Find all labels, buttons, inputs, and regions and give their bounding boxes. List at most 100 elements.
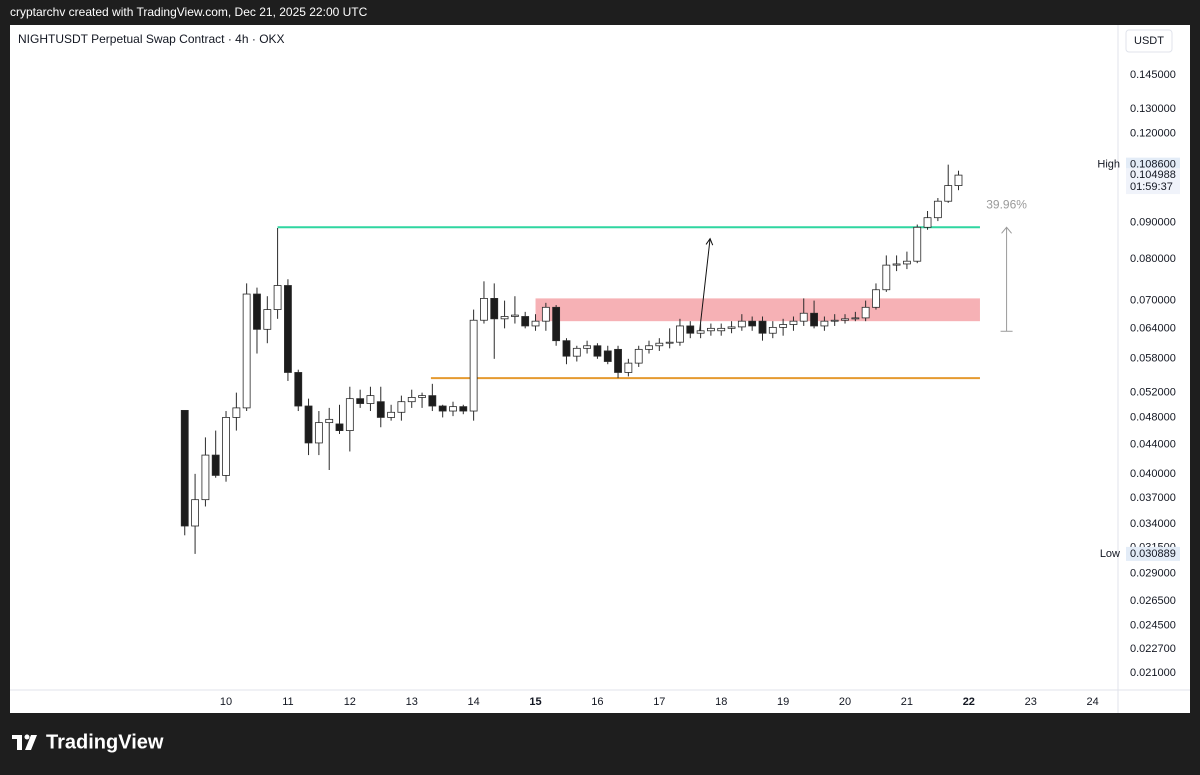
candle (903, 251, 911, 270)
candle-body (376, 401, 385, 418)
candle-body (284, 285, 292, 373)
candle (583, 340, 591, 354)
y-tick-label: 0.021000 (1130, 667, 1176, 679)
last-price-label: 0.104988 (1130, 169, 1176, 181)
y-tick-label: 0.080000 (1130, 253, 1176, 265)
candle-body (593, 345, 602, 357)
candle-body (407, 397, 416, 403)
candle (727, 321, 736, 334)
candle (500, 300, 509, 329)
plot-area: 39.96% (180, 164, 1027, 554)
candle (356, 389, 365, 408)
candle (191, 473, 199, 554)
candle (562, 338, 571, 365)
candle (913, 224, 922, 264)
candle (531, 314, 540, 331)
candle (737, 314, 746, 331)
candle-body (428, 395, 437, 407)
candle (222, 411, 230, 482)
candle-body (872, 289, 880, 308)
candle-body (583, 345, 591, 349)
x-tick-label: 13 (406, 696, 418, 708)
candle-body (748, 320, 757, 327)
candle (541, 302, 550, 331)
candle-body (552, 306, 561, 342)
candle (180, 409, 189, 536)
candle-body (366, 395, 375, 404)
candle-body (624, 362, 633, 373)
candle (717, 323, 726, 336)
y-tick-label: 0.052000 (1130, 387, 1176, 399)
candle-body (696, 330, 705, 334)
y-tick-label: 0.064000 (1130, 322, 1176, 334)
candle (779, 318, 788, 336)
currency[interactable]: USDT (1134, 35, 1164, 47)
candle-body (335, 423, 344, 431)
candle (686, 321, 695, 339)
y-tick-label: 0.120000 (1130, 128, 1176, 140)
candle (490, 283, 499, 359)
candle-body (180, 409, 189, 527)
candle-body (841, 318, 849, 321)
candle (273, 228, 282, 319)
y-tick-label: 0.145000 (1130, 69, 1176, 81)
candle (407, 389, 416, 408)
candle (820, 316, 829, 331)
candle (882, 255, 891, 292)
x-tick-label: 21 (901, 696, 913, 708)
candle-body (480, 298, 488, 321)
x-tick-label: 17 (653, 696, 665, 708)
candle (830, 314, 839, 326)
x-tick-label: 19 (777, 696, 789, 708)
candle (923, 210, 932, 230)
candle (469, 309, 478, 421)
x-tick-label: 24 (1086, 696, 1098, 708)
chart-panel (10, 25, 1190, 713)
candle (366, 386, 375, 412)
candle (676, 318, 684, 346)
candle (397, 395, 406, 421)
credit: cryptarchv created with TradingView.com,… (10, 5, 368, 19)
candle-body (500, 316, 509, 320)
candle-body (201, 454, 210, 501)
chart-title: NIGHTUSDT Perpetual Swap Contract · 4h ·… (18, 32, 285, 46)
candle (634, 345, 643, 367)
y-tick-label: 0.044000 (1130, 438, 1176, 450)
candle (314, 411, 323, 456)
candle (232, 392, 241, 431)
candle (593, 343, 602, 359)
currency-button[interactable] (1125, 29, 1173, 53)
candle-body (572, 347, 581, 357)
candle-body (706, 327, 715, 332)
candle (438, 404, 447, 418)
logo-icon (24, 734, 30, 740)
candle (861, 300, 870, 322)
x-tick-label: 22 (963, 696, 975, 708)
marker-name: Low (1100, 548, 1120, 560)
y-tick-label: 0.130000 (1130, 103, 1176, 115)
candle (655, 338, 664, 351)
candle (603, 345, 612, 365)
candle-body (438, 405, 447, 412)
y-tick-label: 0.034000 (1130, 518, 1176, 530)
candle (242, 283, 251, 412)
candle-body (614, 348, 622, 373)
y-tick-label: 0.026500 (1130, 595, 1176, 607)
candle-body (933, 200, 942, 219)
x-tick-label: 18 (715, 696, 727, 708)
candle-body (634, 348, 643, 364)
y-tick-label: 0.058000 (1130, 353, 1176, 365)
candle-body (191, 499, 199, 527)
candle (480, 281, 488, 324)
candle (696, 323, 705, 339)
y-tick-label: 0.022700 (1130, 643, 1176, 655)
y-tick-label: 0.090000 (1130, 217, 1176, 229)
y-tick-label: 0.037000 (1130, 492, 1176, 504)
candle (304, 398, 313, 456)
y-tick-label: 0.048000 (1130, 411, 1176, 423)
logo-text: TradingView (46, 731, 164, 753)
candle-body (861, 306, 870, 319)
candle (253, 287, 261, 354)
x-tick-label: 11 (282, 696, 293, 708)
